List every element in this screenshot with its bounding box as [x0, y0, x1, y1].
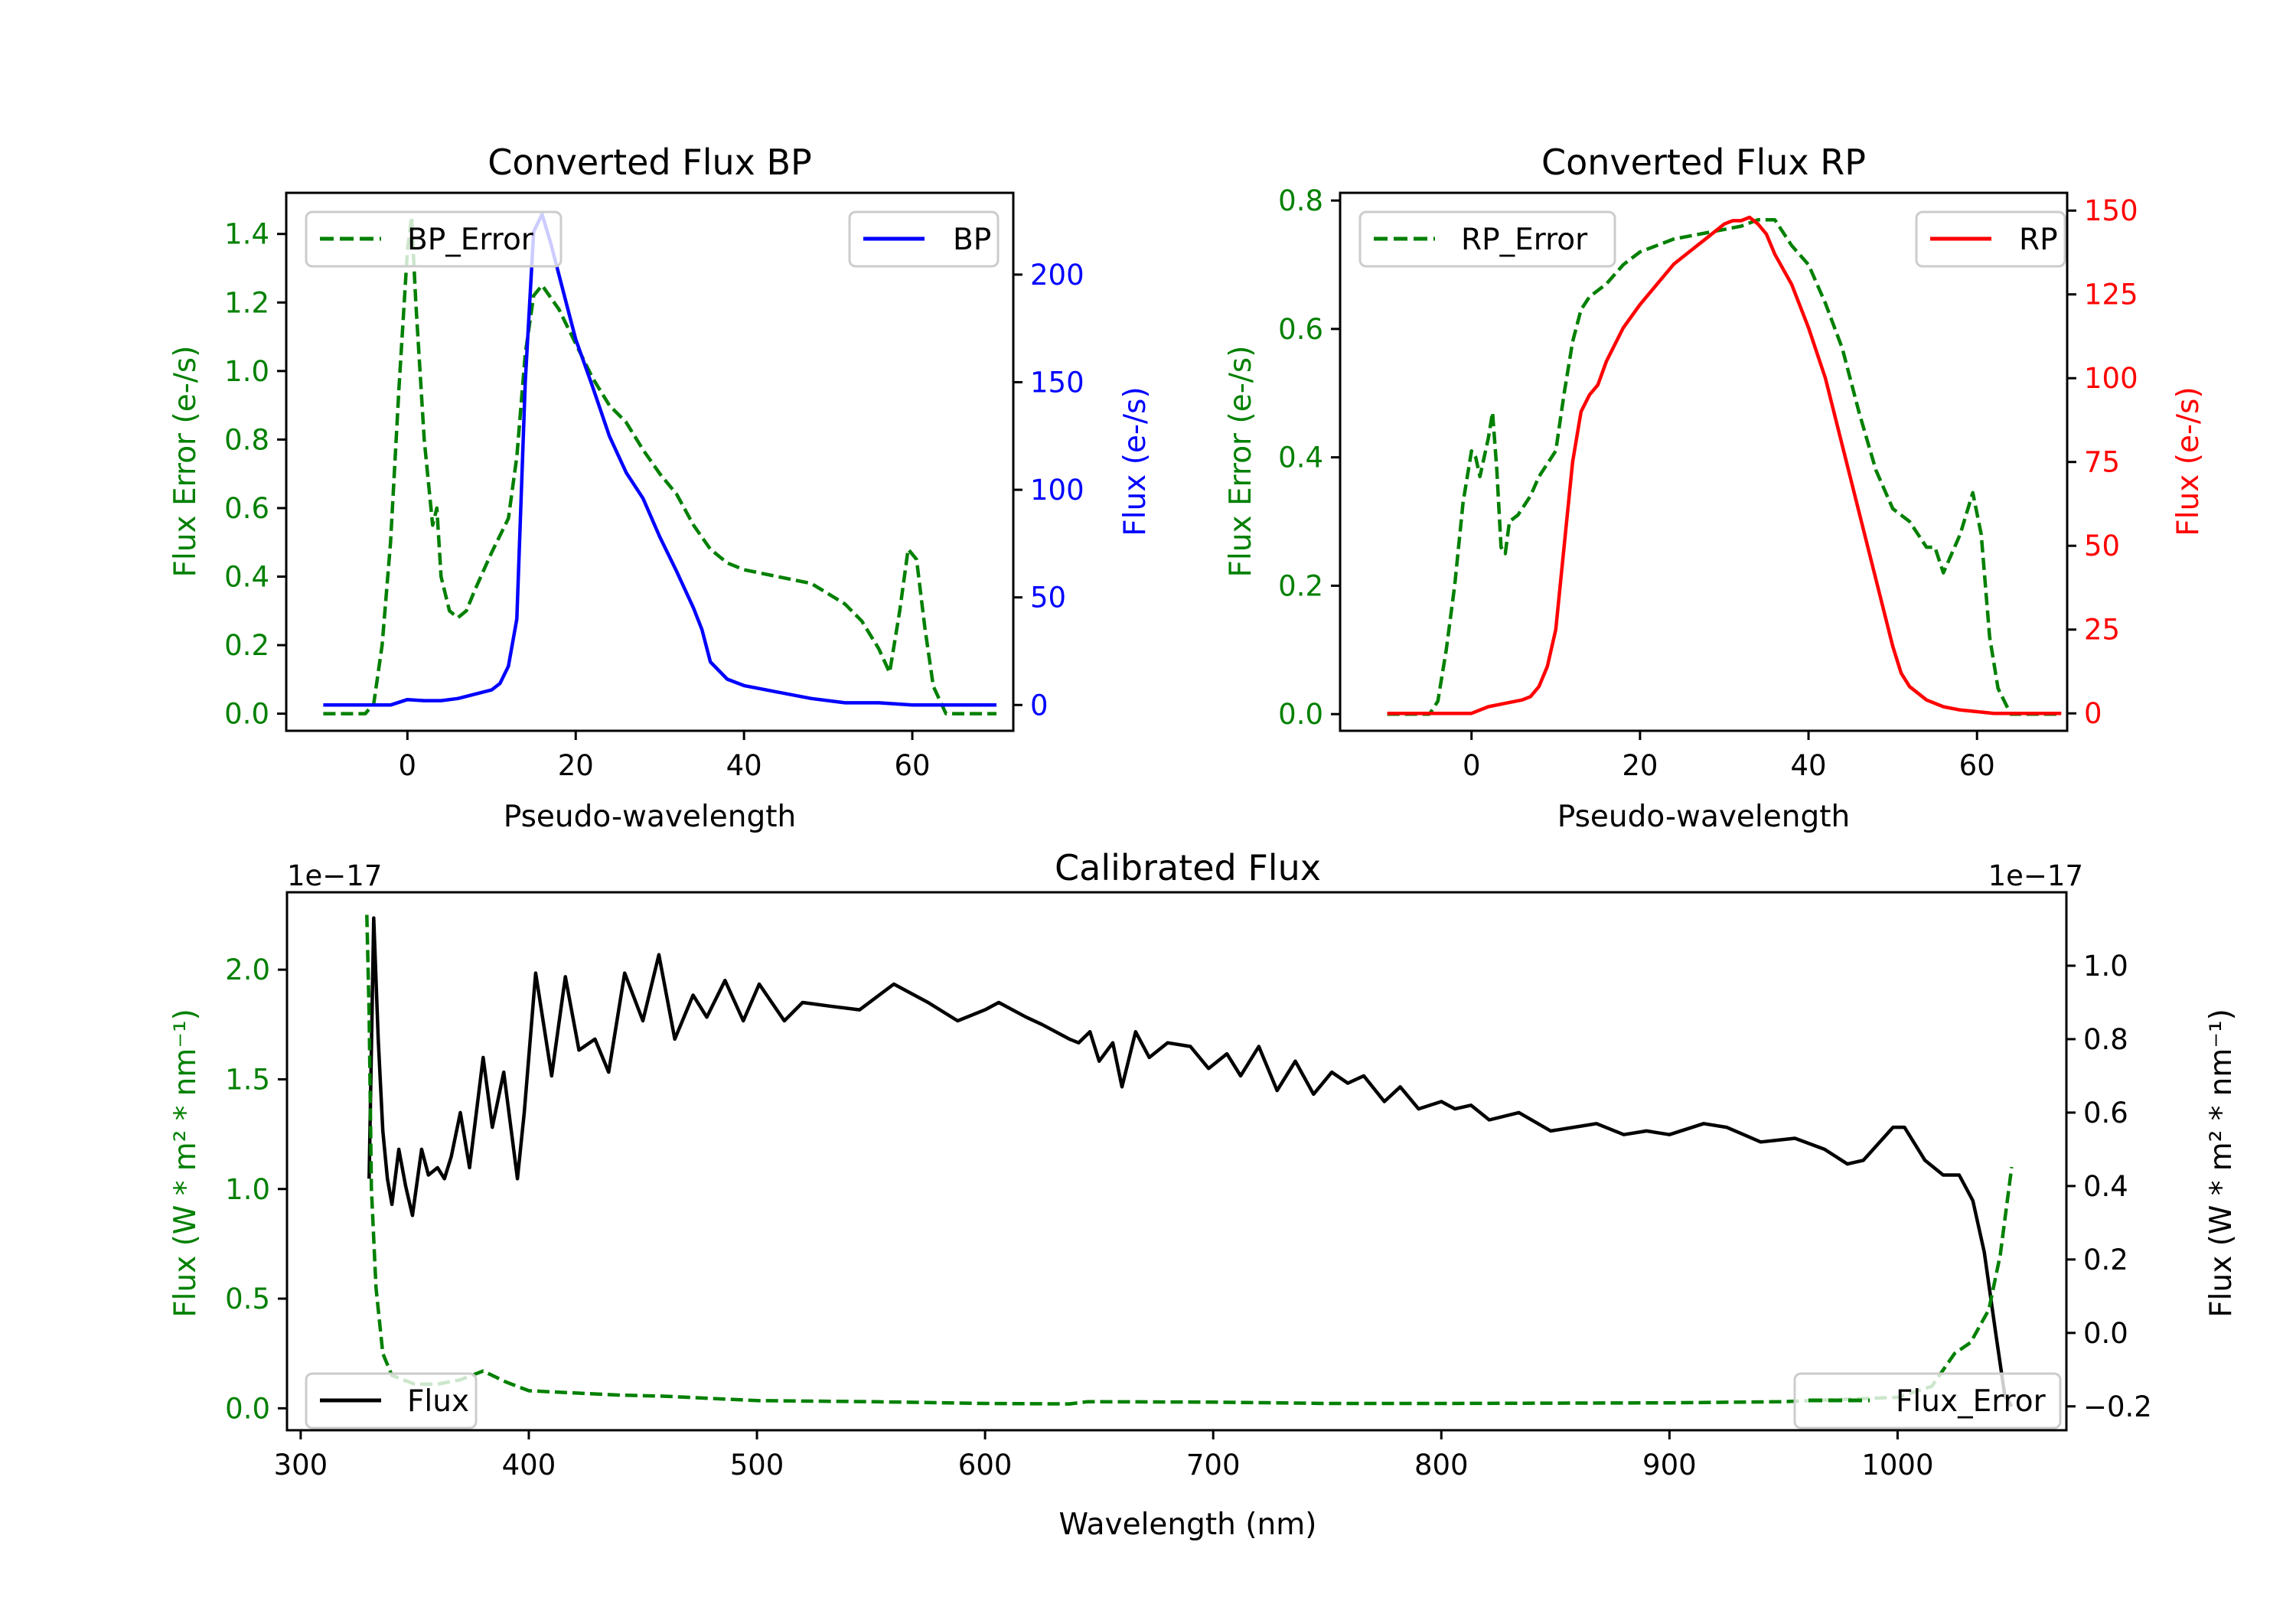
left-y-tick-label: 0.6 [224, 492, 269, 525]
legend-label-rp-error: RP_Error [1461, 223, 1588, 257]
ticks-layer: 0 20 40 60 0.0 0.2 0.4 0.6 0.8 1.0 1.2 1.4 0 50 100 150… [224, 218, 1084, 782]
axes-frame [285, 891, 2068, 1432]
legend-box [305, 1372, 478, 1429]
series-line-rp-error [1387, 217, 2062, 716]
right-y-tick-label: 0.4 [2083, 1170, 2128, 1203]
series-line-bp [323, 212, 996, 707]
ticks-layer: 0 20 40 60 0.0 0.2 0.4 0.6 0.8 0 25 50 75 100 125 150 [1278, 184, 2138, 782]
right-y-tick-label: 150 [2084, 194, 2138, 227]
chart-calibrated: Calibrated Flux 1e−17 1e−17 300 400 500 600… [168, 847, 2239, 1542]
left-y-tick-label: 0.0 [1278, 698, 1323, 731]
left-y-tick-label: 0.4 [1278, 442, 1323, 474]
left-y-tick-label: 1.0 [225, 1173, 270, 1206]
x-tick-label: 400 [502, 1449, 556, 1482]
left-offset-text: 1e−17 [287, 859, 382, 892]
right-y-tick-label: 25 [2084, 614, 2120, 647]
x-axis-label: Wavelength (nm) [1059, 1508, 1317, 1542]
chart-title: Converted Flux BP [488, 142, 812, 183]
left-y-tick-label: 0.4 [224, 561, 269, 594]
x-tick-label: 700 [1186, 1449, 1241, 1482]
right-y-tick-label: 50 [2084, 530, 2120, 562]
left-y-axis-label: Flux (W * m² * nm⁻¹) [168, 1009, 203, 1318]
right-offset-text: 1e−17 [1988, 859, 2083, 892]
left-y-tick-label: 0.2 [224, 629, 269, 662]
right-y-axis-label: Flux (e-/s) [1118, 386, 1153, 536]
x-tick-label: 600 [958, 1449, 1013, 1482]
x-tick-label: 20 [1622, 749, 1658, 782]
series-line-flux [367, 916, 2014, 1407]
legend-box [1358, 210, 1616, 268]
x-tick-label: 60 [895, 749, 931, 782]
legend-right: RP [1915, 210, 2066, 268]
right-y-tick-label: −0.2 [2083, 1390, 2152, 1423]
x-tick-label: 20 [558, 749, 594, 782]
left-y-axis-label: Flux Error (e-/s) [168, 346, 203, 578]
legend-label-flux-error: Flux_Error [1896, 1384, 2047, 1419]
left-y-tick-label: 0.5 [225, 1283, 270, 1315]
legend-box [305, 210, 563, 268]
right-y-tick-label: 0.6 [2083, 1097, 2128, 1129]
left-y-tick-label: 1.4 [224, 218, 269, 251]
legend-left: BP_Error [305, 210, 563, 268]
legend-label-flux: Flux [407, 1384, 469, 1419]
x-tick-label: 40 [726, 749, 762, 782]
chart-title: Calibrated Flux [1055, 847, 1321, 888]
legend-label-bp: BP [953, 223, 991, 257]
series-layer [323, 212, 996, 715]
x-tick-label: 300 [274, 1449, 328, 1482]
legend-label-bp-error: BP_Error [407, 223, 534, 257]
x-tick-label: 60 [1959, 749, 1995, 782]
x-axis-label: Pseudo-wavelength [1557, 800, 1850, 834]
right-y-tick-label: 0 [1030, 689, 1049, 722]
x-tick-label: 0 [1463, 749, 1481, 782]
right-y-tick-label: 0 [2084, 697, 2102, 730]
left-y-axis-label: Flux Error (e-/s) [1224, 346, 1258, 578]
x-tick-label: 500 [730, 1449, 784, 1482]
chart-bp: Converted Flux BP 0 20 40 60 0.0 0.2 0.4 0.6 0.8… [168, 142, 1153, 834]
legend-left: RP_Error [1358, 210, 1616, 268]
ticks-layer: 300 400 500 600 700 800 900 1000 0.0 0.5 1.0 1.5 2.0… [225, 950, 2152, 1482]
left-y-tick-label: 0.0 [225, 1392, 270, 1425]
right-y-tick-label: 150 [1030, 366, 1084, 399]
legend-flux: Flux [305, 1372, 478, 1429]
right-y-tick-label: 50 [1030, 582, 1066, 614]
chart-title: Converted Flux RP [1541, 142, 1866, 183]
x-tick-label: 0 [399, 749, 417, 782]
x-tick-label: 40 [1791, 749, 1827, 782]
left-y-tick-label: 0.8 [224, 423, 269, 456]
left-y-tick-label: 0.6 [1278, 313, 1323, 346]
right-y-tick-label: 0.8 [2083, 1023, 2128, 1056]
left-y-tick-label: 0.8 [1278, 184, 1323, 217]
x-tick-label: 1000 [1861, 1449, 1933, 1482]
right-y-tick-label: 100 [2084, 362, 2138, 395]
right-y-axis-label: Flux (W * m² * nm⁻¹) [2204, 1009, 2239, 1318]
left-y-tick-label: 2.0 [225, 953, 270, 986]
left-y-tick-label: 1.0 [224, 355, 269, 388]
legend-box [1793, 1372, 2062, 1429]
right-y-tick-label: 0.2 [2083, 1244, 2128, 1276]
chart-rp: Converted Flux RP 0 20 40 60 0.0 0.2 0.4 0.6 0.8… [1224, 142, 2206, 834]
right-y-tick-label: 100 [1030, 474, 1084, 507]
x-tick-label: 900 [1642, 1449, 1697, 1482]
left-y-tick-label: 1.5 [225, 1063, 270, 1096]
series-line-bp-error [323, 215, 996, 715]
right-y-tick-label: 200 [1030, 259, 1084, 292]
right-y-tick-label: 0.0 [2083, 1317, 2128, 1350]
right-y-tick-label: 125 [2084, 279, 2138, 311]
right-y-tick-label: 75 [2084, 446, 2120, 479]
series-line-rp [1387, 215, 2062, 715]
x-axis-label: Pseudo-wavelength [504, 800, 796, 834]
left-y-tick-label: 0.2 [1278, 569, 1323, 602]
series-layer [1387, 215, 2062, 716]
axes-frame [285, 191, 1015, 732]
legend-label-rp: RP [2019, 223, 2058, 257]
left-y-tick-label: 1.2 [224, 286, 269, 319]
right-y-tick-label: 1.0 [2083, 950, 2128, 983]
left-y-tick-label: 0.0 [224, 698, 269, 731]
legend-flux-error: Flux_Error [1793, 1372, 2062, 1429]
right-y-axis-label: Flux (e-/s) [2171, 386, 2206, 536]
x-tick-label: 800 [1414, 1449, 1469, 1482]
legend-right: BP [848, 210, 1000, 268]
